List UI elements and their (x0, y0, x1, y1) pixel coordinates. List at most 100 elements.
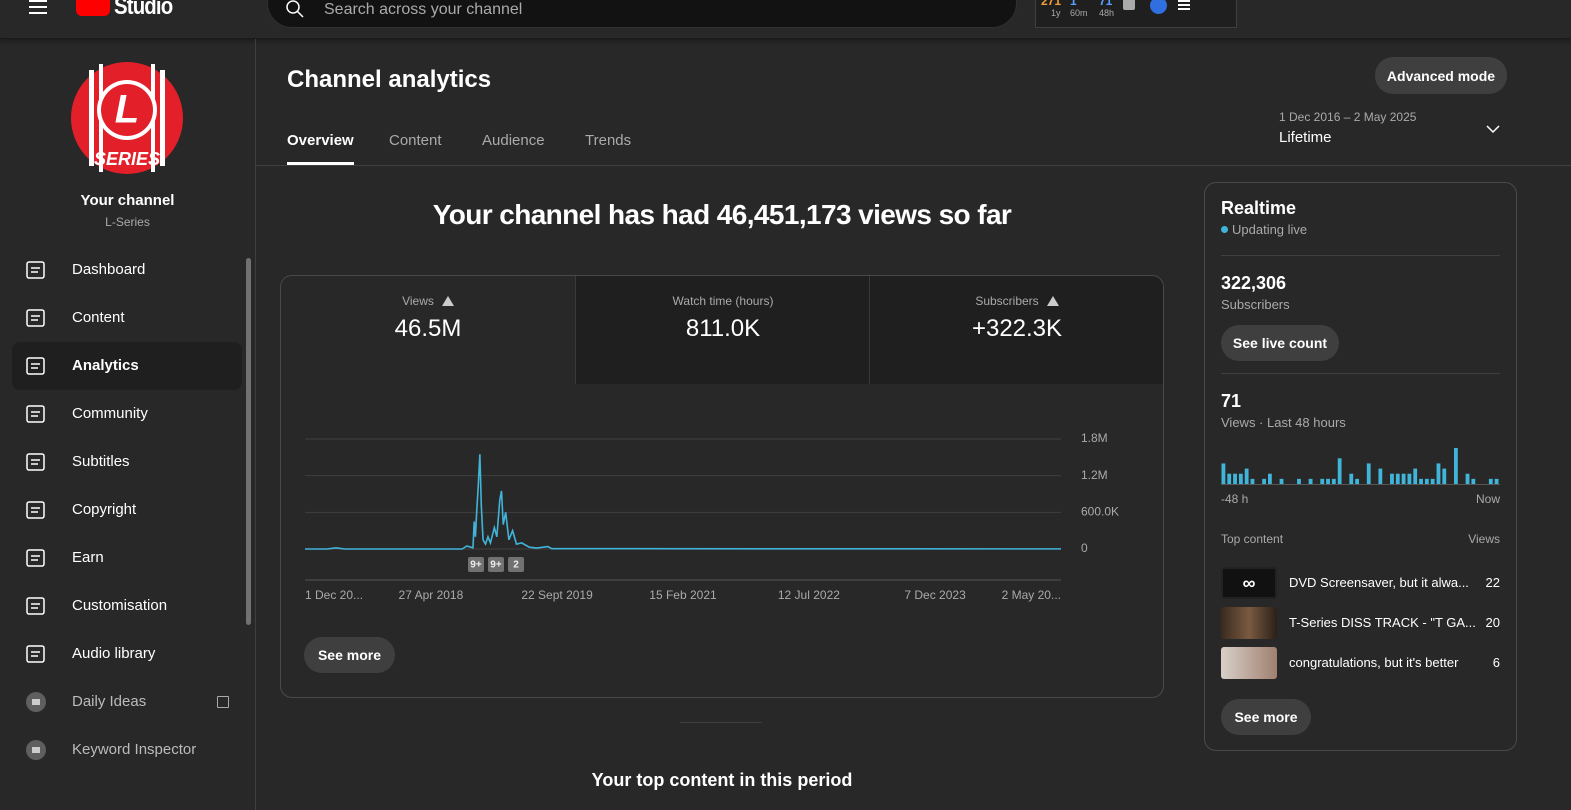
item-title[interactable]: DVD Screensaver, but it alwa... (1289, 575, 1469, 590)
item-title[interactable]: T-Series DISS TRACK - "T GA... (1289, 615, 1476, 630)
subscribers-label: Subscribers (1221, 297, 1290, 312)
warning-icon (1046, 296, 1059, 306)
item-views: 20 (1485, 615, 1500, 630)
extension-logo[interactable] (1150, 0, 1167, 14)
nav-icon (26, 501, 45, 519)
sidebar-border (255, 39, 256, 810)
nav-item[interactable]: Customisation (72, 597, 168, 614)
tab[interactable]: Content (389, 132, 442, 149)
metric-label-text: Watch time (hours) (672, 294, 774, 308)
realtime-divider (1221, 373, 1500, 374)
nav-item[interactable]: Subtitles (72, 453, 130, 470)
nav-item[interactable]: Dashboard (72, 261, 146, 278)
tabs-divider (256, 165, 1571, 166)
metric-tab[interactable]: Views 46.5M (281, 276, 575, 384)
stat-period: 60m (1070, 8, 1088, 18)
metric-label: Subscribers (870, 294, 1163, 308)
search-box[interactable]: Search across your channel (267, 0, 1017, 28)
thumbnail[interactable] (1221, 607, 1277, 639)
tab[interactable]: Overview (287, 132, 354, 149)
extension-box (1035, 0, 1237, 28)
nav-icon (26, 309, 45, 327)
tab[interactable]: Trends (585, 132, 632, 149)
stat-value: 271 (1041, 0, 1062, 8)
nav-item[interactable]: Analytics (72, 357, 139, 374)
stat-value: 1 (1070, 0, 1077, 8)
stat-value: 71 (1099, 0, 1113, 8)
nav-icon (26, 645, 45, 663)
metric-label-text: Subscribers (975, 294, 1039, 308)
stat-period: 1y (1051, 8, 1061, 18)
metric-value: +322.3K (971, 315, 1063, 342)
extension-menu[interactable] (1178, 0, 1190, 10)
realtime-views: 71 (1221, 391, 1242, 411)
see-more-button[interactable]: See more (304, 637, 395, 673)
chart-card: Views 46.5M Watch time (hours) 811.0K Subscr… (280, 275, 1164, 698)
nav-extension-item[interactable]: Keyword Inspector (72, 741, 197, 758)
nav-item[interactable]: Community (72, 405, 148, 422)
realtime-status: Updating live (1232, 222, 1308, 237)
nav-icon (26, 261, 45, 279)
scrollbar[interactable] (246, 258, 251, 625)
metric-tab[interactable]: Watch time (hours) 811.0K (575, 276, 869, 384)
advanced-mode-button[interactable]: Advanced mode (1375, 57, 1507, 94)
top-content-heading: Your top content in this period (591, 770, 853, 790)
period-dropdown[interactable] (1486, 124, 1500, 134)
nav-icon (26, 357, 45, 375)
nav-icon (26, 405, 45, 423)
views-column-label: Views (1468, 532, 1500, 546)
nav-item[interactable]: Content (72, 309, 125, 326)
live-dot (1221, 226, 1228, 233)
realtime-divider (1221, 255, 1500, 256)
avatar-letter: L (115, 88, 139, 132)
channel-avatar[interactable]: L SERIES (71, 62, 183, 174)
nav-icon (26, 453, 45, 471)
channel-name: L-Series (105, 215, 150, 229)
headline: Your channel has had 46,451,173 views so… (432, 199, 1012, 230)
realtime-see-more-button[interactable]: See more (1221, 699, 1311, 735)
logo-icon[interactable] (76, 0, 110, 16)
thumbnail[interactable] (1221, 647, 1277, 679)
metric-label-text: Views (402, 294, 434, 308)
nav-icon (26, 549, 45, 567)
realtime-card (1204, 182, 1517, 751)
search-icon (286, 0, 304, 18)
external-link-icon (217, 696, 229, 708)
tab-underline (287, 162, 354, 165)
section-divider (680, 722, 762, 723)
live-count-button[interactable]: See live count (1221, 325, 1339, 361)
item-views: 6 (1492, 655, 1500, 670)
tab[interactable]: Audience (482, 132, 545, 149)
nav-active-bg (12, 342, 242, 390)
metric-label: Views (281, 294, 575, 308)
metric-label: Watch time (hours) (576, 294, 870, 308)
page-title: Channel analytics (287, 66, 492, 93)
date-range: 1 Dec 2016 – 2 May 2025 (1279, 110, 1417, 124)
nav-item[interactable]: Copyright (72, 501, 137, 518)
menu-button[interactable] (29, 0, 47, 14)
search-placeholder: Search across your channel (324, 1, 523, 18)
period[interactable]: Lifetime (1279, 129, 1332, 146)
nav-extension-item[interactable]: Daily Ideas (72, 693, 147, 710)
top-content-label: Top content (1221, 532, 1284, 546)
logo-text[interactable]: Studio (114, 0, 173, 20)
stat-period: 48h (1099, 8, 1115, 18)
metric-tab[interactable]: Subscribers +322.3K (869, 276, 1163, 384)
nav-item[interactable]: Earn (72, 549, 104, 566)
channel-title: Your channel (80, 192, 175, 209)
thumbnail[interactable]: ∞ (1221, 567, 1277, 599)
nav-item[interactable]: Audio library (72, 645, 156, 662)
nav-icon (26, 692, 46, 712)
metric-value: 811.0K (685, 315, 761, 342)
extension-chart-icon[interactable] (1123, 0, 1135, 10)
nav-icon (26, 740, 46, 760)
metric-underline (281, 383, 575, 384)
item-views: 22 (1485, 575, 1500, 590)
warning-icon (441, 296, 454, 306)
realtime-title: Realtime (1221, 198, 1297, 218)
subscriber-count: 322,306 (1221, 273, 1287, 293)
metric-value: 46.5M (394, 315, 462, 342)
item-title[interactable]: congratulations, but it's better (1289, 655, 1459, 670)
views-label: Views · Last 48 hours (1221, 415, 1346, 430)
